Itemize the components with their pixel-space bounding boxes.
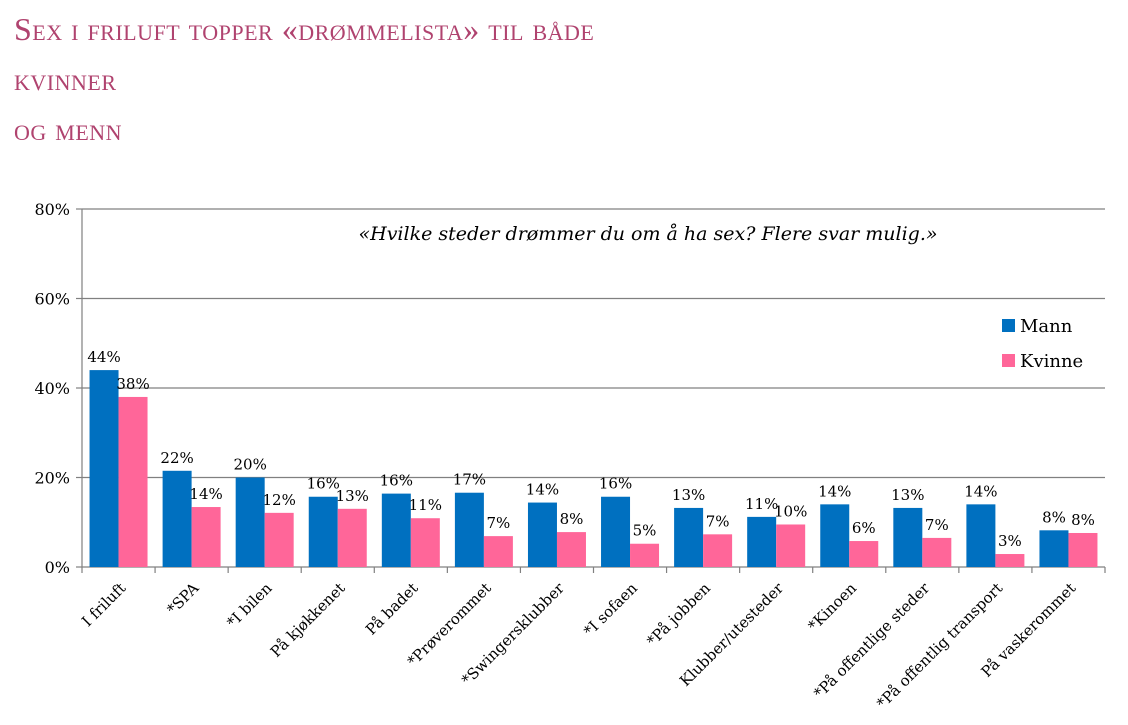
y-tick-label: 0% [45, 558, 70, 577]
bar-mann [381, 493, 411, 567]
x-tick-label: På badet [362, 579, 422, 639]
bar-kvinne [703, 534, 733, 567]
legend-swatch-mann [1002, 319, 1015, 332]
bar-mann [162, 470, 192, 567]
bar-mann [820, 504, 850, 567]
data-label: 7% [706, 512, 730, 530]
gridlines [76, 208, 1106, 573]
x-tick-label: *Kinoen [804, 579, 860, 635]
y-axis-ticks: 0% 20% 40% 60% 80% [34, 200, 70, 577]
bar-mann [893, 507, 923, 567]
data-label: 16% [307, 475, 340, 493]
data-label: 14% [964, 482, 997, 500]
title-line-3: og menn [14, 111, 123, 147]
title-line-2: kvinner [14, 61, 117, 97]
bar-kvinne [191, 507, 221, 567]
x-tick-label: *I sofaen [580, 579, 641, 640]
bar-mann [966, 504, 996, 567]
bar-mann [674, 507, 704, 567]
data-label: 13% [891, 486, 924, 504]
bar-mann [235, 477, 265, 567]
x-tick-label: I friluft [78, 579, 129, 630]
data-label: 13% [672, 486, 705, 504]
bar-kvinne [264, 512, 294, 567]
data-label: 13% [336, 487, 369, 505]
y-tick-label: 40% [34, 379, 70, 398]
data-label: 16% [599, 475, 632, 493]
data-label: 8% [1042, 508, 1066, 526]
data-label: 3% [998, 532, 1022, 550]
data-label: 7% [925, 516, 949, 534]
data-label: 7% [486, 514, 510, 532]
bar-kvinne [1068, 532, 1098, 567]
bar-mann [308, 496, 338, 567]
bar-kvinne [776, 524, 806, 567]
data-label: 11% [745, 495, 778, 513]
data-label: 14% [526, 481, 559, 499]
bar-mann [747, 516, 777, 567]
data-label: 8% [560, 510, 584, 528]
legend-label-mann: Mann [1020, 316, 1073, 337]
data-label: 12% [263, 491, 296, 509]
data-label: 22% [160, 449, 193, 467]
legend: Mann Kvinne [1002, 316, 1083, 372]
bar-kvinne [118, 396, 148, 567]
title-line-1: Sex i friluft topper «drømmelista» til b… [14, 11, 595, 47]
data-label: 17% [453, 471, 486, 489]
y-tick-label: 60% [34, 290, 70, 309]
bar-kvinne [556, 532, 586, 567]
data-label: 5% [633, 522, 657, 540]
bar-mann [601, 496, 631, 567]
bar-mann [454, 492, 484, 567]
data-label: 10% [774, 502, 807, 520]
bar-kvinne [849, 541, 879, 567]
data-label: 11% [409, 496, 442, 514]
legend-swatch-kvinne [1002, 354, 1015, 367]
bar-mann [527, 502, 557, 567]
page-title: Sex i friluft topper «drømmelista» til b… [14, 4, 1114, 154]
x-tick-label: *SPA [163, 579, 202, 618]
data-label: 14% [189, 485, 222, 503]
y-tick-label: 80% [34, 200, 70, 219]
bar-mann [89, 370, 119, 567]
bar-kvinne [922, 537, 952, 567]
data-label: 16% [380, 472, 413, 490]
y-tick-label: 20% [34, 469, 70, 488]
bar-kvinne [337, 508, 367, 567]
data-labels: 44%38%22%14%20%12%16%13%16%11%17%7%14%8%… [87, 348, 1094, 550]
bar-kvinne [630, 543, 660, 567]
bar-kvinne [410, 518, 440, 567]
data-label: 6% [852, 519, 876, 537]
x-tick-label: *I bilen [223, 579, 276, 632]
data-label: 38% [116, 375, 149, 393]
x-tick-label: *På jobben [643, 579, 714, 650]
x-tick-label: *På offentlig transport [873, 579, 1006, 712]
data-label: 8% [1071, 511, 1095, 529]
data-label: 14% [818, 482, 851, 500]
bar-kvinne [483, 536, 513, 567]
data-label: 44% [87, 348, 120, 366]
bar-kvinne [995, 554, 1025, 567]
legend-label-kvinne: Kvinne [1020, 351, 1083, 372]
x-tick-label: På kjøkkenet [267, 579, 349, 661]
bar-mann [1039, 530, 1069, 567]
bars [89, 370, 1098, 567]
chart-subtitle: «Hvilke steder drømmer du om å ha sex? F… [359, 223, 938, 245]
data-label: 20% [234, 456, 267, 474]
